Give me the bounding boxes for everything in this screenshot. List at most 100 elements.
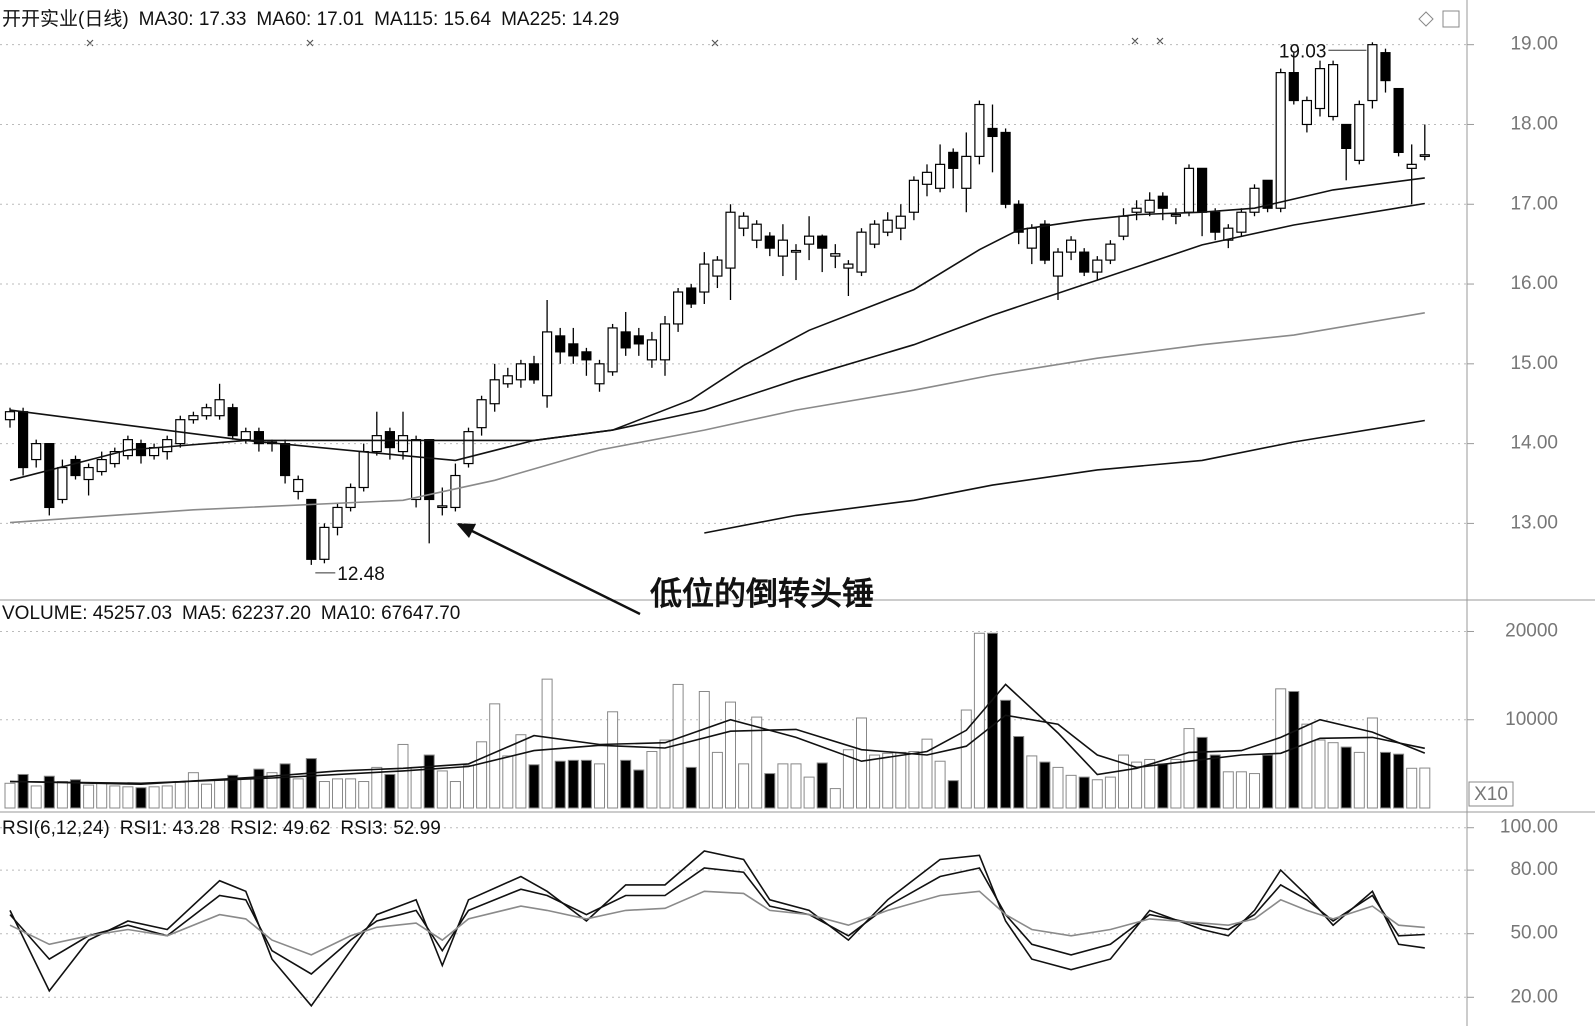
candle-body [1341,123,1352,150]
candle-body [777,239,789,257]
volume-bar [358,781,370,809]
volume-bar [856,717,867,809]
candle-body [1183,167,1195,213]
volume-bar [973,632,985,809]
y-tick-label: 18.00 [1510,113,1558,134]
y-tick-label: 17.00 [1510,193,1558,214]
volume-bar [436,770,448,809]
candle-body [817,235,828,249]
volume-bar [292,778,304,809]
candle-body [280,443,291,477]
volume-bar [397,743,409,809]
candle-body [1157,195,1168,209]
candle-body [725,211,736,269]
volume-bar [1301,723,1313,809]
volume-bar [148,786,160,809]
candle-body [882,219,893,233]
volume-bar [764,773,776,809]
candle-body [594,363,605,385]
candle-body [921,171,933,185]
candle-body [607,327,618,373]
volume-bar [515,734,527,809]
candle-body [1393,87,1404,153]
candle-body [620,331,631,349]
candle-body [869,223,880,245]
candle-body [1105,243,1116,261]
volume-bar [1078,776,1090,809]
candle-body [633,335,644,345]
legend-entry: RSI2: 49.62 [230,818,330,839]
volume-bar [489,703,501,809]
line [9,850,1425,1008]
volume-bar [790,763,802,809]
candle-body [528,363,540,381]
volume-bar [580,759,592,809]
volume-bar [698,690,710,809]
volume-bar [1419,767,1431,809]
y-tick-label: 20000 [1505,620,1558,641]
volume-bar [1262,754,1274,809]
candle-body [306,498,317,560]
y-tick-label: 20.00 [1510,986,1558,1007]
volume-bar [266,772,278,809]
candle-body [738,215,749,229]
candle-body [803,235,815,245]
candle-body [1262,179,1273,209]
candle-body [541,331,553,397]
toolbar-icons[interactable] [1418,10,1460,28]
volume-bar [607,711,619,809]
volume-bar [1104,776,1116,809]
candle-body [1301,99,1313,126]
candle-body [830,253,841,257]
candle-body [18,411,29,469]
volume-bar [502,755,514,809]
candle-body [948,151,959,169]
volume-bar [1235,771,1247,809]
candle-body [1314,68,1326,110]
legend-entry: MA60: 17.01 [256,9,364,30]
volume-bar [751,716,763,809]
candle-body [790,249,802,253]
candle-body [1367,44,1378,102]
volume-bar [1327,742,1339,809]
volume-bar [987,632,998,809]
volume-bar [960,709,972,809]
candle-body [568,343,579,357]
volume-bar [476,741,488,809]
annotation: 19.03 [1279,41,1327,62]
candle-body [502,375,513,385]
volume-bar [541,678,553,809]
volume-bar [214,779,226,809]
volume-bar [659,739,671,809]
volume-bar [738,763,750,809]
candle-body [83,466,94,481]
volume-bar [384,773,396,809]
candle-body [44,443,55,509]
volume-bar [463,765,474,809]
volume-bar [279,763,291,809]
candle-body [96,458,107,473]
volume-bar [1393,753,1405,809]
volume-bar [70,779,81,809]
volume-bar [1196,736,1208,809]
volume-bar [725,701,736,809]
legend-entry: VOLUME: 45257.03 [2,603,172,624]
candle-body [319,526,330,560]
legend-entry: MA115: 15.64 [374,9,491,30]
volume-bar [1157,763,1169,809]
candle-body [856,231,867,273]
volume-bar [332,778,343,809]
volume-bar [1065,774,1077,809]
y-tick-label: 19.00 [1510,34,1558,55]
volume-bar [135,787,147,809]
volume-bar [803,776,815,809]
candle-body [1000,131,1011,205]
candle-body [4,411,16,421]
volume-bar [711,751,723,809]
volume-bar [240,777,252,809]
volume-bar [1131,761,1143,809]
volume-bar [109,785,121,809]
candle-body [70,458,81,477]
candle-body [332,506,343,528]
line [9,714,1425,785]
